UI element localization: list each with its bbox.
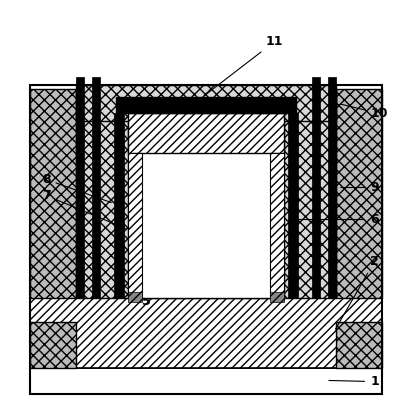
Bar	[92, 77, 100, 297]
Text: 10: 10	[341, 104, 388, 120]
Text: 1: 1	[329, 375, 379, 388]
Text: 7: 7	[42, 189, 125, 229]
Bar	[76, 77, 84, 297]
Text: 2: 2	[335, 255, 379, 329]
Text: 8: 8	[42, 173, 111, 203]
Bar	[30, 322, 76, 368]
Text: 5: 5	[120, 283, 151, 308]
Bar	[30, 85, 382, 394]
Bar	[270, 291, 284, 301]
Bar	[128, 114, 284, 154]
Bar	[30, 297, 382, 368]
Bar	[270, 154, 284, 297]
Bar	[312, 77, 320, 297]
Bar	[288, 114, 298, 297]
Bar	[114, 114, 124, 297]
Bar	[336, 322, 382, 368]
Text: 11: 11	[204, 35, 283, 96]
Bar	[128, 291, 142, 301]
Text: 9: 9	[341, 181, 379, 194]
Bar	[128, 121, 284, 297]
Bar	[116, 98, 296, 114]
Bar	[30, 368, 382, 394]
Bar	[76, 89, 336, 297]
Text: 6: 6	[289, 213, 379, 226]
Bar	[336, 89, 382, 297]
Bar	[76, 85, 336, 121]
Bar	[328, 77, 336, 297]
Bar	[128, 154, 142, 297]
Bar	[30, 89, 76, 297]
